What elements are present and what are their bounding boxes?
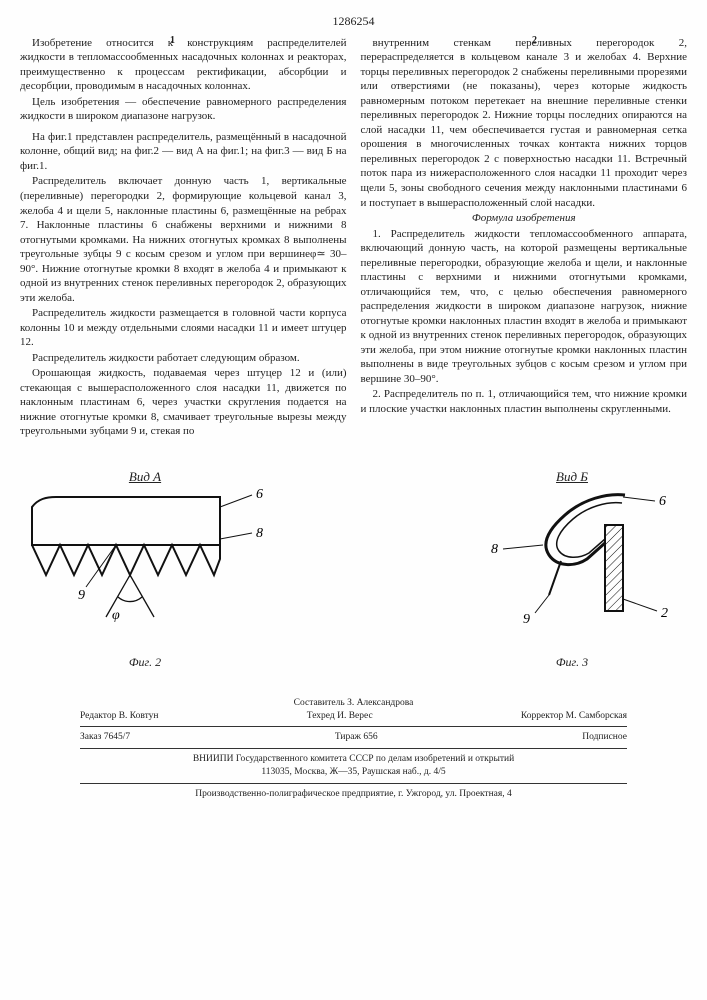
printer: Производственно-полиграфическое предприя… [20,788,687,801]
separator [80,783,627,784]
address: 113035, Москва, Ж—35, Раушская наб., д. … [20,766,687,779]
compiler: Составитель З. Александрова [20,697,687,710]
right-column: внутренним стенкам переливных перегородо… [361,36,688,440]
col-number-right: 2 [532,34,537,47]
paragraph: Изобретение относится к конструкциям рас… [20,36,347,94]
figures-row: Вид А 6 8 9 φ Фиг. 2 Вид Б [20,468,687,671]
claim: 1. Распределитель жидкости тепломассообм… [361,227,688,387]
label-6: 6 [256,489,263,502]
figure-2: Вид А 6 8 9 φ Фиг. 2 [20,468,270,671]
figure-3-svg: 8 6 2 9 [457,489,687,649]
separator [80,748,627,749]
formula-header: Формула изобретения [361,211,688,226]
view-label-b: Вид Б [457,468,687,485]
label-9: 9 [523,612,530,627]
label-phi: φ [112,608,120,623]
separator [80,726,627,727]
paragraph: Цель изобретения — обеспечение равномерн… [20,95,347,124]
paragraph: Распределитель включает донную часть 1, … [20,174,347,305]
figure-3-caption: Фиг. 3 [457,655,687,671]
organization: ВНИИПИ Государственного комитета СССР по… [20,753,687,766]
label-6: 6 [659,494,666,509]
paragraph: Распределитель жидкости работает следующ… [20,351,347,366]
label-2: 2 [661,606,668,621]
paragraph: внутренним стенкам переливных перегородо… [361,36,688,210]
left-column: Изобретение относится к конструкциям рас… [20,36,347,440]
order-number: Заказ 7645/7 [80,731,130,744]
figure-2-svg: 6 8 9 φ [20,489,270,649]
paragraph: Распределитель жидкости размещается в го… [20,306,347,350]
corrector: Корректор М. Самборская [521,710,627,723]
figure-2-caption: Фиг. 2 [20,655,270,671]
figure-3: Вид Б 8 6 2 9 Фиг. 3 [457,468,687,671]
tech-editor: Техред И. Верес [307,710,373,723]
credits-block: Составитель З. Александрова Редактор В. … [20,697,687,801]
label-8: 8 [256,526,263,541]
view-label-a: Вид А [20,468,270,485]
patent-number: 1286254 [20,14,687,30]
signed: Подписное [582,731,627,744]
paragraph: Орошающая жидкость, подаваемая через шту… [20,366,347,439]
label-8: 8 [491,542,498,557]
label-9: 9 [78,588,85,603]
col-number-left: 1 [170,34,175,47]
paragraph: На фиг.1 представлен распределитель, раз… [20,130,347,174]
editor: Редактор В. Ковтун [80,710,159,723]
two-column-body: 1 2 Изобретение относится к конструкциям… [20,36,687,440]
tirage: Тираж 656 [335,731,378,744]
claim: 2. Распределитель по п. 1, отличающийся … [361,387,688,416]
